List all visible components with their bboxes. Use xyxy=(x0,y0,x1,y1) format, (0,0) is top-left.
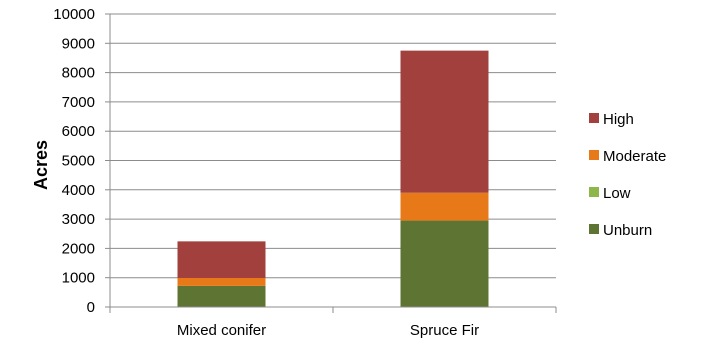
legend-label-low: Low xyxy=(603,185,631,202)
y-tick-label: 9000 xyxy=(62,35,95,52)
x-axis-categories: Mixed conifer Spruce Fir xyxy=(177,322,479,339)
bar-segment-high xyxy=(177,241,266,278)
legend-label-moderate: Moderate xyxy=(603,148,666,165)
y-tick-label: 1000 xyxy=(62,270,95,287)
legend-swatch-high xyxy=(589,113,599,123)
bar-segment-unburn xyxy=(177,285,266,307)
legend-swatch-moderate xyxy=(589,150,599,160)
gridlines xyxy=(110,13,556,279)
bar-segment-unburn xyxy=(400,220,489,307)
legend-swatch-unburn xyxy=(589,224,599,234)
y-tick-label: 8000 xyxy=(62,65,95,82)
axes xyxy=(109,14,557,313)
y-tick-label: 0 xyxy=(87,299,95,316)
x-category-label: Spruce Fir xyxy=(410,322,479,339)
y-tick-label: 4000 xyxy=(62,182,95,199)
y-axis-ticks: 0 1000 2000 3000 4000 5000 6000 7000 8000 9000 100… xyxy=(53,6,110,316)
y-tick-label: 7000 xyxy=(62,94,95,111)
legend-swatch-low xyxy=(589,187,599,197)
y-tick-label: 2000 xyxy=(62,240,95,257)
y-tick-label: 6000 xyxy=(62,123,95,140)
legend: High Moderate Low Unburn xyxy=(589,111,666,239)
bar-segments xyxy=(177,50,489,307)
legend-label-high: High xyxy=(603,111,634,128)
y-tick-label: 3000 xyxy=(62,211,95,228)
bar-segment-moderate xyxy=(177,277,266,286)
bar-segment-high xyxy=(400,50,489,193)
bar-segment-moderate xyxy=(400,192,489,221)
legend-label-unburn: Unburn xyxy=(603,222,652,239)
y-tick-label: 5000 xyxy=(62,153,95,170)
y-tick-label: 10000 xyxy=(53,6,95,23)
y-axis-label: Acres xyxy=(31,140,51,190)
x-category-label: Mixed conifer xyxy=(177,322,266,339)
